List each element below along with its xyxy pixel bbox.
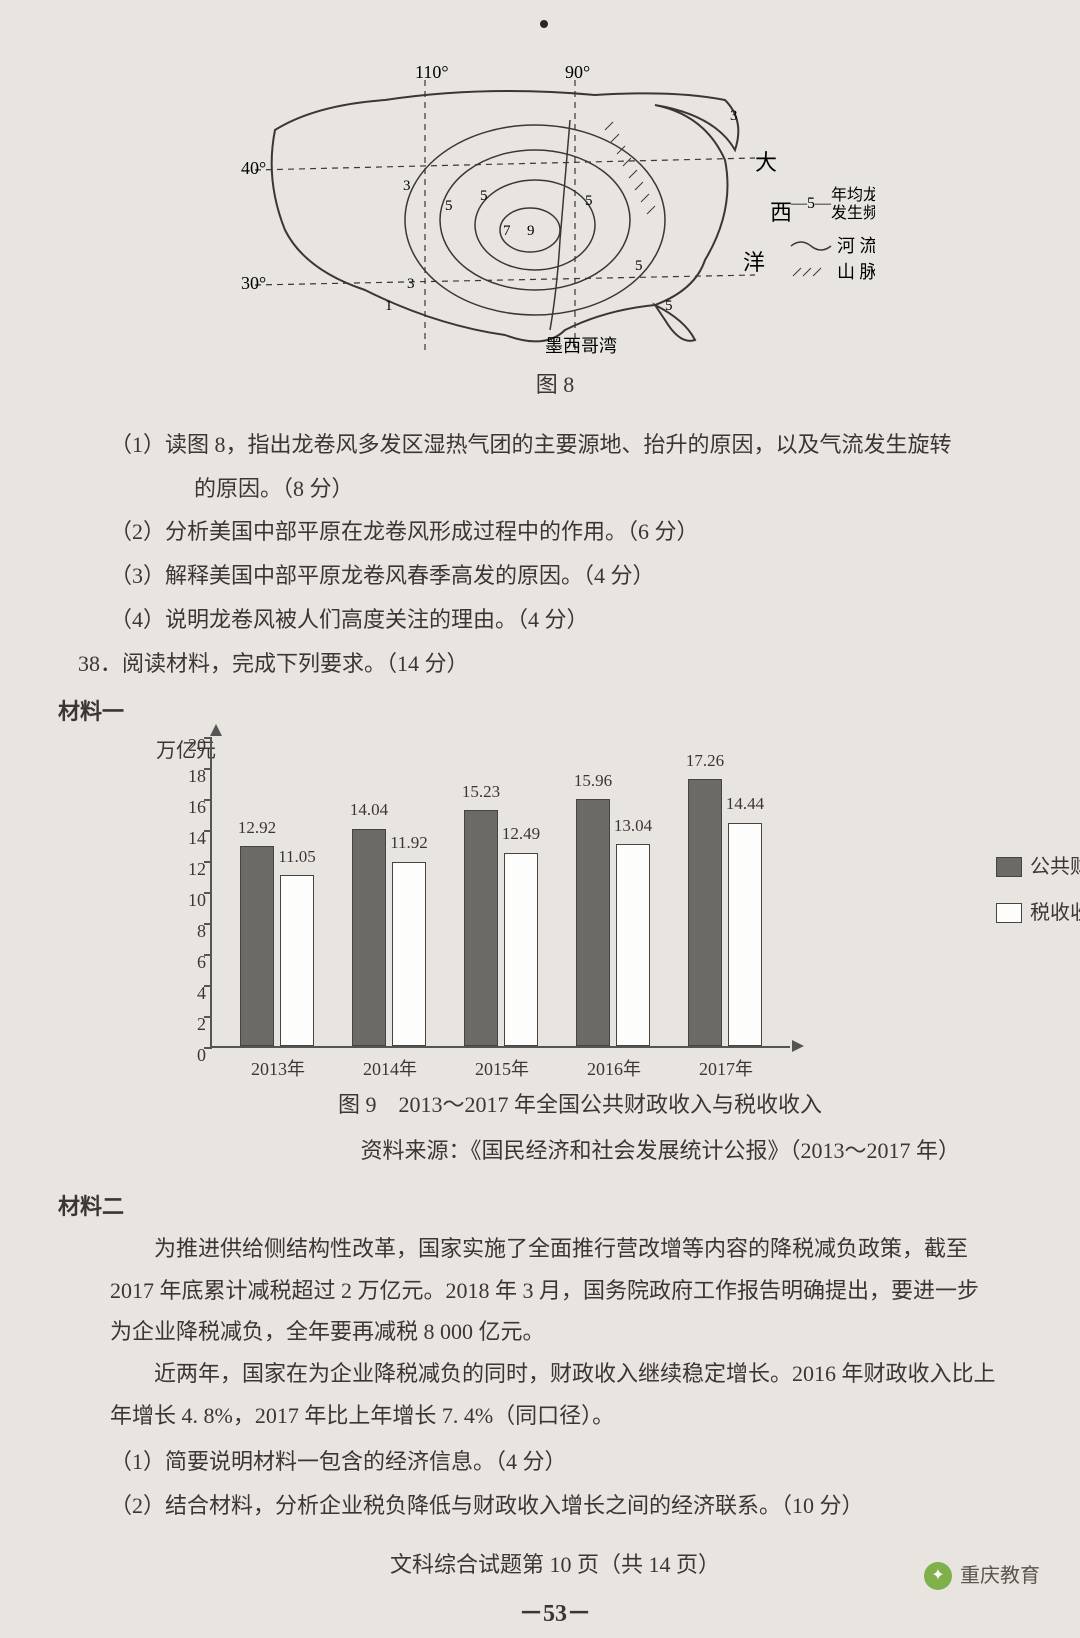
- y-tick-label: 10: [168, 883, 206, 917]
- x-category-label: 2017年: [680, 1052, 772, 1086]
- y-tick-label: 18: [168, 759, 206, 793]
- y-tick-label: 2: [168, 1007, 206, 1041]
- ocean-label-2: 西: [770, 200, 792, 225]
- svg-text:5: 5: [480, 188, 488, 204]
- svg-text:5: 5: [635, 258, 643, 274]
- figure-8-caption: 图 8: [235, 364, 875, 406]
- q4: （4）说明龙卷风被人们高度关注的理由。（4 分）: [110, 599, 1000, 641]
- page-dot: [540, 20, 548, 28]
- y-tick-label: 4: [168, 976, 206, 1010]
- figure-9-caption: 图 9 2013～2017 年全国公共财政收入与税收收入: [190, 1084, 970, 1126]
- q1-line2: 的原因。（8 分）: [110, 468, 1000, 510]
- bar-value-label: 14.44: [720, 788, 770, 820]
- bar-secondary: [280, 875, 314, 1046]
- svg-text:1: 1: [385, 298, 393, 314]
- legend-label-secondary: 税收收入: [1030, 894, 1080, 932]
- svg-text:—5—: —5—: [790, 195, 832, 212]
- chart-legend: 公共财政收入 税收收入: [996, 848, 1080, 940]
- bar-secondary: [504, 853, 538, 1047]
- figure-9-chart: 万亿元 0246810121416182012.9211.052013年14.0…: [150, 738, 970, 1172]
- svg-text:5: 5: [665, 298, 673, 314]
- bar-value-label: 15.23: [456, 776, 506, 808]
- chart-plot-area: 0246810121416182012.9211.052013年14.0411.…: [210, 738, 790, 1048]
- legend-item-secondary: 税收收入: [996, 894, 1080, 932]
- y-tick-label: 16: [168, 790, 206, 824]
- gulf-label: 墨西哥湾: [545, 336, 617, 356]
- lat-40: 40°: [241, 158, 266, 178]
- bar-primary: [240, 846, 274, 1046]
- y-tick-label: 6: [168, 945, 206, 979]
- x-category-label: 2014年: [344, 1052, 436, 1086]
- lat-30: 30°: [241, 273, 266, 293]
- bar-value-label: 11.92: [384, 827, 434, 859]
- lon-110: 110°: [415, 62, 449, 82]
- svg-text:年均龙卷风: 年均龙卷风: [831, 186, 875, 204]
- bar-secondary: [392, 862, 426, 1047]
- lon-90: 90°: [565, 62, 590, 82]
- legend-label-primary: 公共财政收入: [1030, 848, 1080, 886]
- bar-value-label: 17.26: [680, 745, 730, 777]
- bar-primary: [688, 779, 722, 1047]
- bar-value-label: 15.96: [568, 765, 618, 797]
- material-1-heading: 材料一: [58, 691, 1000, 733]
- q1-line1: （1）读图 8，指出龙卷风多发区湿热气团的主要源地、抬升的原因，以及气流发生旋转: [110, 424, 1000, 466]
- page-footer-line: 文科综合试题第 10 页（共 14 页）: [110, 1544, 1000, 1586]
- bar-primary: [576, 799, 610, 1046]
- bar-value-label: 11.05: [272, 841, 322, 873]
- watermark: ✦ 重庆教育: [924, 1557, 1040, 1595]
- material-2-p2: 近两年，国家在为企业降税减负的同时，财政收入继续稳定增长。2016 年财政收入比…: [110, 1353, 1000, 1437]
- question-block-a: （1）读图 8，指出龙卷风多发区湿热气团的主要源地、抬升的原因，以及气流发生旋转…: [110, 424, 1000, 685]
- legend-river: 河 流: [837, 236, 875, 256]
- svg-text:7: 7: [503, 223, 511, 239]
- legend-swatch-secondary: [996, 903, 1022, 923]
- svg-text:发生频次: 发生频次: [831, 204, 875, 222]
- x-category-label: 2013年: [232, 1052, 324, 1086]
- bar-primary: [464, 810, 498, 1046]
- svg-text:5: 5: [585, 193, 593, 209]
- bar-value-label: 12.92: [232, 812, 282, 844]
- y-tick-label: 8: [168, 914, 206, 948]
- svg-text:9: 9: [527, 223, 535, 239]
- legend-item-primary: 公共财政收入: [996, 848, 1080, 886]
- material-2-p1: 为推进供给侧结构性改革，国家实施了全面推行营改增等内容的降税减负政策，截至 20…: [110, 1228, 1000, 1353]
- watermark-text: 重庆教育: [960, 1557, 1040, 1595]
- x-category-label: 2015年: [456, 1052, 548, 1086]
- bar-value-label: 13.04: [608, 810, 658, 842]
- bar-secondary: [616, 844, 650, 1046]
- svg-text:5: 5: [445, 198, 453, 214]
- bar-primary: [352, 829, 386, 1047]
- page-number: －53－: [110, 1592, 1000, 1638]
- ocean-label-1: 大: [755, 150, 777, 175]
- y-tick-label: 12: [168, 852, 206, 886]
- svg-text:3: 3: [403, 178, 411, 194]
- y-tick-label: 20: [168, 728, 206, 762]
- bar-value-label: 12.49: [496, 818, 546, 850]
- svg-text:3: 3: [407, 276, 415, 292]
- figure-9-source: 资料来源：《国民经济和社会发展统计公报》（2013～2017 年）: [150, 1130, 960, 1172]
- q2: （2）分析美国中部平原在龙卷风形成过程中的作用。（6 分）: [110, 511, 1000, 553]
- ocean-label-3: 洋: [743, 250, 765, 275]
- legend-mountain: 山 脉: [837, 262, 875, 282]
- us-map-svg: 110° 90° 40° 30° 墨西哥湾 3 5 5 7 9 5 5 5 1 …: [235, 60, 875, 360]
- q38: 38．阅读材料，完成下列要求。（14 分）: [78, 643, 1000, 685]
- legend-swatch-primary: [996, 857, 1022, 877]
- svg-text:3: 3: [730, 108, 738, 124]
- figure-8-map: 110° 90° 40° 30° 墨西哥湾 3 5 5 7 9 5 5 5 1 …: [235, 60, 875, 406]
- qb-2: （2）结合材料，分析企业税负降低与财政收入增长之间的经济联系。（10 分）: [110, 1485, 1000, 1527]
- x-category-label: 2016年: [568, 1052, 660, 1086]
- material-2-heading: 材料二: [58, 1186, 1000, 1228]
- y-tick-label: 0: [168, 1038, 206, 1072]
- qb-1: （1）简要说明材料一包含的经济信息。（4 分）: [110, 1441, 1000, 1483]
- y-tick-label: 14: [168, 821, 206, 855]
- q3: （3）解释美国中部平原龙卷风春季高发的原因。（4 分）: [110, 555, 1000, 597]
- wechat-icon: ✦: [924, 1562, 952, 1590]
- bar-secondary: [728, 823, 762, 1047]
- bar-value-label: 14.04: [344, 794, 394, 826]
